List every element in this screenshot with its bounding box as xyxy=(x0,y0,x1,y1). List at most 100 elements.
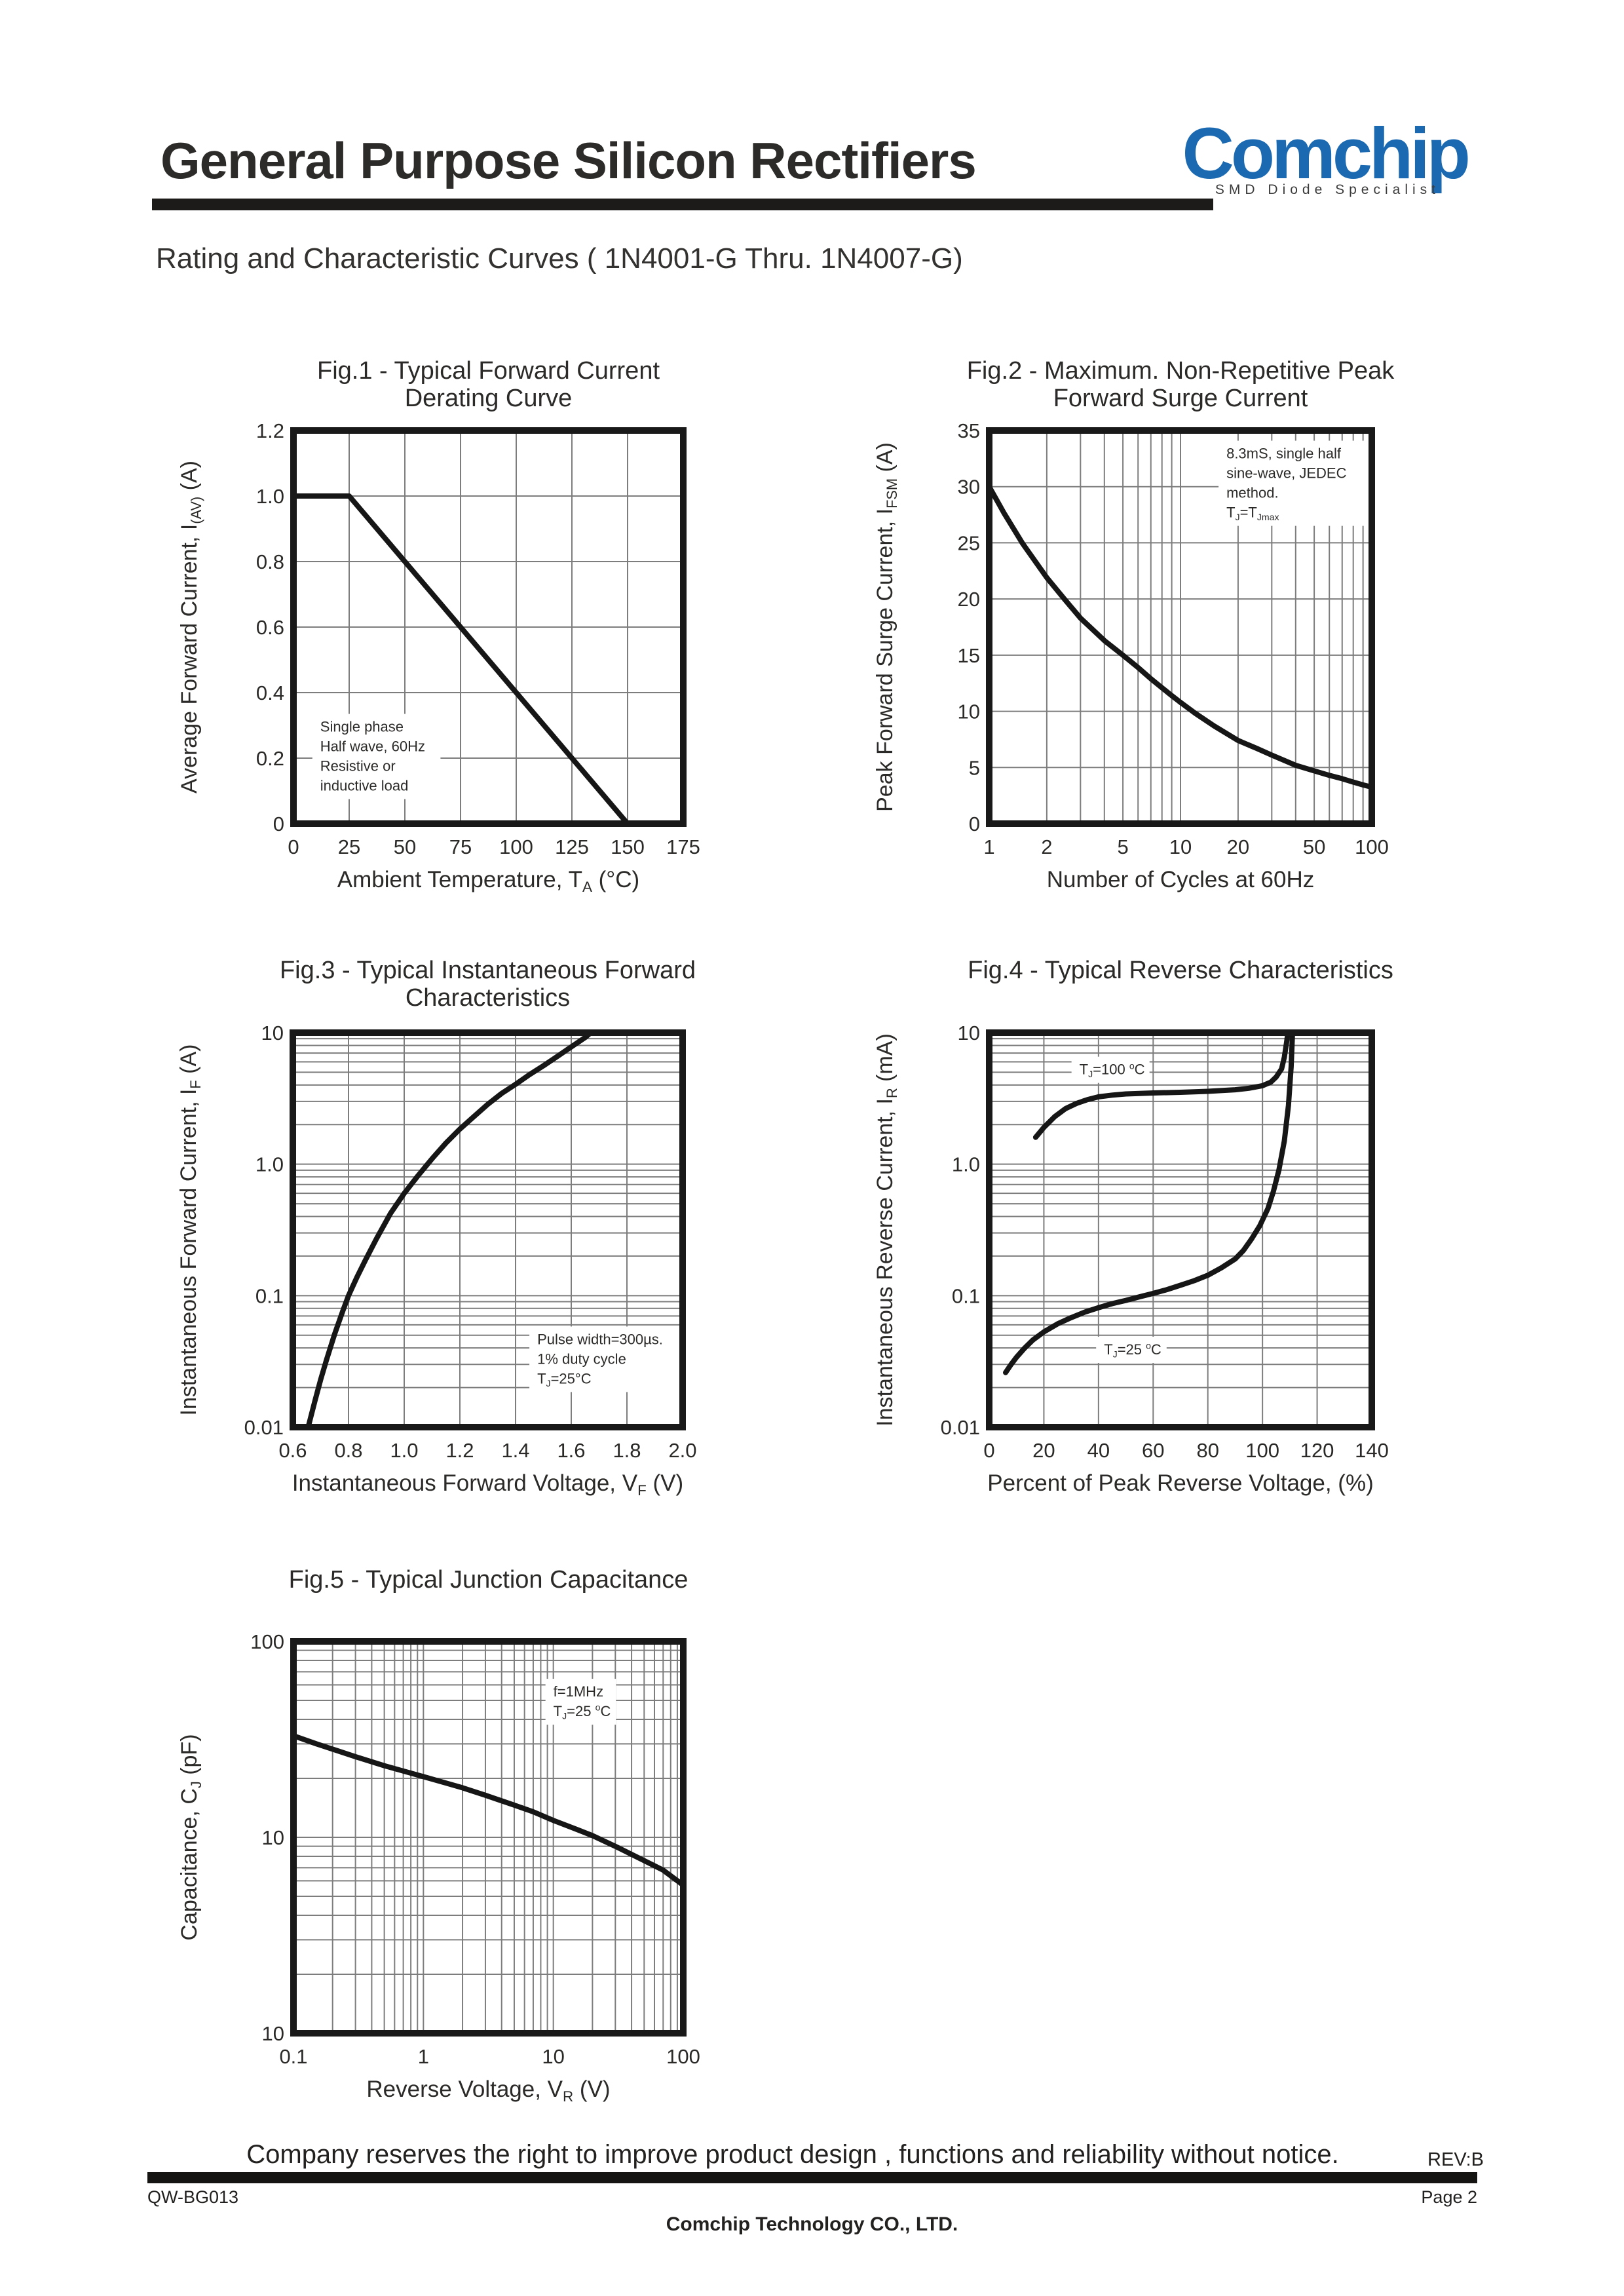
series-forward-characteristics-curve xyxy=(305,1030,594,1430)
svg-text:20: 20 xyxy=(1227,835,1249,858)
svg-text:120: 120 xyxy=(1300,1439,1334,1462)
tj-100c-label: TJ=100 oC xyxy=(1071,1056,1150,1083)
svg-text:100: 100 xyxy=(1355,835,1389,858)
svg-text:10: 10 xyxy=(262,1826,284,1849)
svg-text:0.01: 0.01 xyxy=(244,1416,284,1439)
svg-text:TJ=25°C: TJ=25°C xyxy=(537,1370,592,1388)
svg-text:method.: method. xyxy=(1226,485,1279,501)
title-rule xyxy=(152,199,1213,210)
fig3-plot-border xyxy=(290,1029,686,1430)
series-reverse-current-tj-100c xyxy=(1032,1030,1291,1140)
svg-text:25: 25 xyxy=(338,835,360,858)
svg-text:20: 20 xyxy=(1032,1439,1055,1462)
company-name: Comchip Technology CO., LTD. xyxy=(666,2213,958,2235)
fig4-chart: TJ=100 oC TJ=25 oC Fig.4 - Typical Reverse… xyxy=(873,957,1393,1496)
svg-text:1.0: 1.0 xyxy=(255,1153,284,1176)
comchip-logo-text: Comchip xyxy=(1182,113,1471,194)
fig5-y-axis-label: Capacitance, CJ (pF) xyxy=(177,1734,204,1940)
figure-fig5: f=1MHz TJ=25 oC Fig.5 - Typical Junction C… xyxy=(151,1556,727,2120)
fig3-chart: Pulse width=300µs. 1% duty cycle TJ=25°C Fi… xyxy=(176,957,697,1499)
svg-text:inductive load: inductive load xyxy=(320,778,409,794)
svg-text:5: 5 xyxy=(1117,835,1128,858)
svg-text:Resistive or: Resistive or xyxy=(320,758,396,775)
fig3-y-axis-label: Instantaneous Forward Current, IF (A) xyxy=(176,1044,204,1416)
svg-text:0.1: 0.1 xyxy=(255,1284,284,1307)
svg-text:0: 0 xyxy=(969,813,980,835)
svg-text:Fig.4 - Typical Reverse Charac: Fig.4 - Typical Reverse Characteristics xyxy=(968,957,1393,984)
svg-text:Fig.3 - Typical Instantaneous: Fig.3 - Typical Instantaneous Forward xyxy=(280,957,696,984)
svg-text:100: 100 xyxy=(250,1630,284,1653)
fig4-plot-border xyxy=(986,1029,1375,1430)
fig5-gridlines xyxy=(293,1641,683,2033)
svg-text:0.4: 0.4 xyxy=(256,681,284,704)
footer-meta: QW-BG013 Page 2 xyxy=(147,2187,1477,2208)
fig1-x-ticks: 0 25 50 75 100 125 150 175 xyxy=(288,835,700,858)
svg-text:0.6: 0.6 xyxy=(278,1439,307,1462)
series-derating-curve xyxy=(291,493,630,826)
svg-text:1.6: 1.6 xyxy=(557,1439,585,1462)
svg-text:1.4: 1.4 xyxy=(501,1439,529,1462)
svg-text:75: 75 xyxy=(449,835,472,858)
svg-text:100: 100 xyxy=(1245,1439,1279,1462)
svg-text:50: 50 xyxy=(1303,835,1325,858)
fig1-plot-border xyxy=(290,427,687,827)
svg-text:30: 30 xyxy=(958,476,980,499)
svg-text:2: 2 xyxy=(1041,835,1052,858)
fig5-title: Fig.5 - Typical Junction Capacitance xyxy=(289,1566,689,1594)
svg-text:f=1MHz: f=1MHz xyxy=(554,1683,603,1700)
fig1-x-axis-label: Ambient Temperature, TA (°C) xyxy=(337,867,639,895)
svg-text:80: 80 xyxy=(1196,1439,1218,1462)
svg-text:0: 0 xyxy=(983,1439,994,1462)
doc-code: QW-BG013 xyxy=(147,2187,239,2207)
svg-text:0.2: 0.2 xyxy=(256,747,284,770)
svg-text:8.3mS, single half: 8.3mS, single half xyxy=(1226,446,1342,462)
fig2-chart: 8.3mS, single half sine-wave, JEDEC method… xyxy=(873,357,1395,892)
svg-text:175: 175 xyxy=(666,835,700,858)
svg-text:1.2: 1.2 xyxy=(256,419,284,442)
surge-test-conditions-note: 8.3mS, single half sine-wave, JEDEC method… xyxy=(1218,440,1369,526)
svg-text:125: 125 xyxy=(555,835,589,858)
figure-fig4: TJ=100 oC TJ=25 oC Fig.4 - Typical Reverse… xyxy=(845,950,1441,1514)
fig2-x-axis-label: Number of Cycles at 60Hz xyxy=(1047,867,1314,892)
svg-text:0: 0 xyxy=(273,813,284,835)
svg-text:5: 5 xyxy=(969,756,980,779)
svg-text:Fig.1 - Typical Forward Curren: Fig.1 - Typical Forward Current xyxy=(317,357,660,385)
disclaimer: Company reserves the right to improve pr… xyxy=(246,2140,1339,2169)
svg-text:Pulse width=300µs.: Pulse width=300µs. xyxy=(537,1331,663,1347)
svg-text:10: 10 xyxy=(1169,835,1192,858)
svg-text:10: 10 xyxy=(261,1022,284,1044)
fig4-title: Fig.4 - Typical Reverse Characteristics xyxy=(968,957,1393,984)
fig4-gridlines xyxy=(989,1033,1372,1427)
svg-text:50: 50 xyxy=(394,835,416,858)
fig5-x-axis-label: Reverse Voltage, VR (V) xyxy=(366,2076,610,2105)
svg-text:1.8: 1.8 xyxy=(613,1439,641,1462)
svg-text:0.01: 0.01 xyxy=(941,1416,980,1439)
fig2-y-ticks: 35 30 25 20 15 10 5 0 xyxy=(958,419,980,835)
figure-fig3: Pulse width=300µs. 1% duty cycle TJ=25°C Fi… xyxy=(151,950,727,1514)
svg-text:Single phase: Single phase xyxy=(320,719,404,735)
fig5-y-ticks: 100 10 10 xyxy=(250,1630,284,2045)
comchip-logo-tagline: SMD Diode Specialist xyxy=(1215,182,1440,197)
load-conditions-note: Single phase Half wave, 60Hz Resistive or i… xyxy=(312,714,441,799)
pulse-conditions-note: Pulse width=300µs. 1% duty cycle TJ=25°C xyxy=(529,1326,680,1392)
svg-text:10: 10 xyxy=(262,2022,284,2045)
svg-text:1.0: 1.0 xyxy=(952,1153,980,1176)
fig2-title: Fig.2 - Maximum. Non-Repetitive PeakForw… xyxy=(967,357,1395,412)
fig4-x-axis-label: Percent of Peak Reverse Voltage, (%) xyxy=(987,1470,1373,1496)
svg-text:1: 1 xyxy=(983,835,994,858)
svg-text:1.0: 1.0 xyxy=(390,1439,418,1462)
svg-text:10: 10 xyxy=(958,1022,980,1044)
fig3-y-ticks: 10 1.0 0.1 0.01 xyxy=(244,1022,284,1439)
fig4-y-ticks: 10 1.0 0.1 0.01 xyxy=(941,1022,980,1439)
svg-text:TJ=TJmax: TJ=TJmax xyxy=(1226,505,1279,522)
svg-text:sine-wave, JEDEC: sine-wave, JEDEC xyxy=(1226,465,1347,482)
svg-text:150: 150 xyxy=(611,835,645,858)
svg-text:Derating Curve: Derating Curve xyxy=(405,385,573,412)
svg-text:40: 40 xyxy=(1087,1439,1110,1462)
fig5-plot-border xyxy=(290,1638,687,2037)
svg-text:1.0: 1.0 xyxy=(256,485,284,508)
series-junction-capacitance-curve xyxy=(291,1733,686,1888)
fig3-x-axis-label: Instantaneous Forward Voltage, VF (V) xyxy=(292,1470,683,1499)
svg-text:140: 140 xyxy=(1355,1439,1389,1462)
page-title: General Purpose Silicon Rectifiers xyxy=(161,132,977,189)
